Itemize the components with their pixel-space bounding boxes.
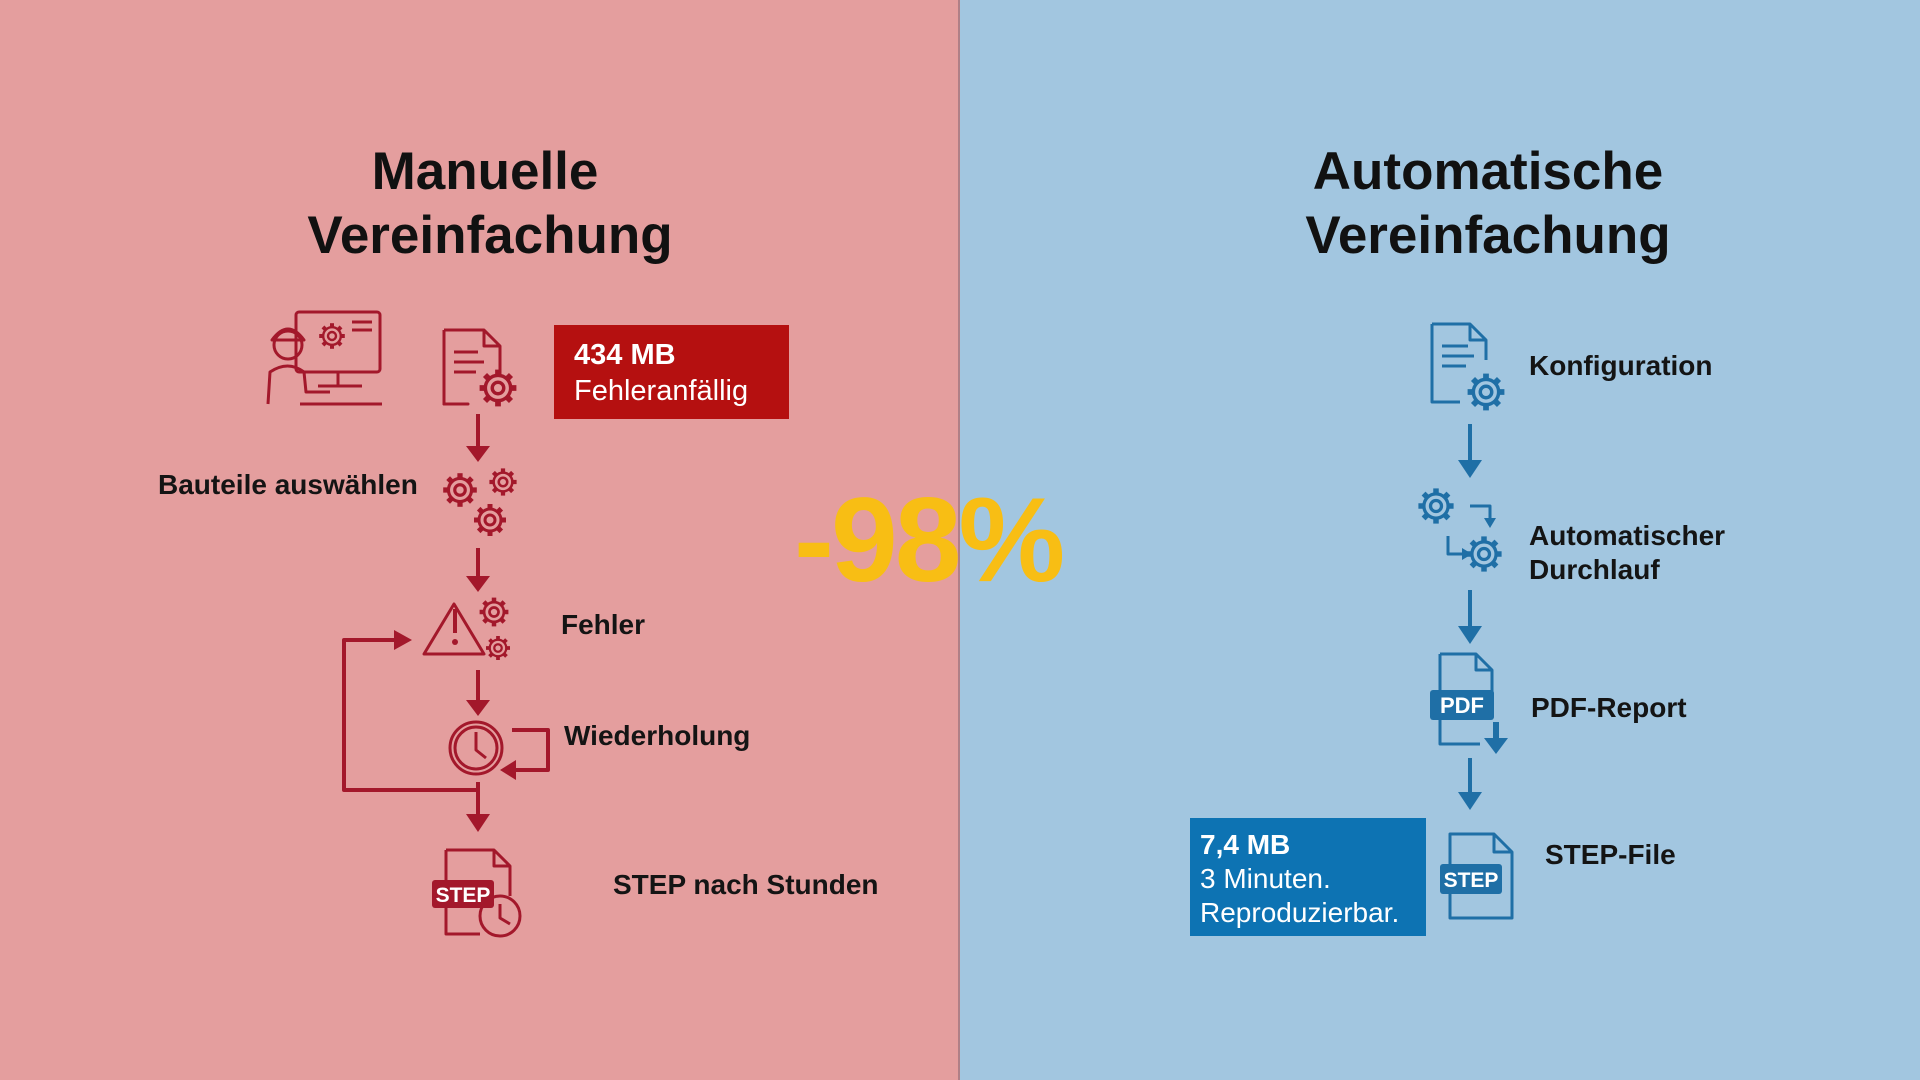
- label-automatic-run-line2: Durchlauf: [1529, 554, 1660, 585]
- automatic-size-value: 7,4 MB: [1200, 829, 1291, 860]
- manual-badge-text: Fehleranfällig: [574, 375, 749, 407]
- label-step-file: STEP-File: [1545, 839, 1676, 870]
- label-automatic-run-line1: Automatischer: [1529, 520, 1726, 551]
- reduction-percent: -98%: [794, 473, 1065, 607]
- label-configuration: Konfiguration: [1529, 350, 1713, 381]
- automatic-title-line2: Vereinfachung: [1305, 206, 1671, 265]
- automatic-panel: [960, 0, 1920, 1080]
- label-select-parts: Bauteile auswählen: [158, 469, 418, 500]
- automatic-title: Automatische Vereinfachung: [1138, 140, 1838, 268]
- automatic-title-line1: Automatische: [1312, 142, 1664, 201]
- manual-size-badge: 434 MB Fehleranfällig: [554, 325, 789, 419]
- label-step-hours: STEP nach Stunden: [613, 869, 879, 900]
- manual-title-line2: Vereinfachung: [307, 206, 673, 265]
- panel-divider: [958, 0, 960, 1080]
- manual-title: Manuelle Vereinfachung: [140, 140, 840, 268]
- label-automatic-run: Automatischer Durchlauf: [1529, 519, 1725, 587]
- automatic-size-badge: 7,4 MB 3 Minuten. Reproduzierbar.: [1190, 818, 1426, 936]
- automatic-badge-text: Reproduzierbar.: [1200, 897, 1400, 928]
- manual-size-value: 434 MB: [574, 339, 676, 371]
- manual-title-line1: Manuelle: [371, 142, 599, 201]
- label-error: Fehler: [561, 609, 646, 640]
- label-pdf-report: PDF-Report: [1531, 692, 1687, 723]
- label-repeat: Wiederholung: [564, 720, 751, 751]
- automatic-badge-time: 3 Minuten.: [1200, 863, 1331, 894]
